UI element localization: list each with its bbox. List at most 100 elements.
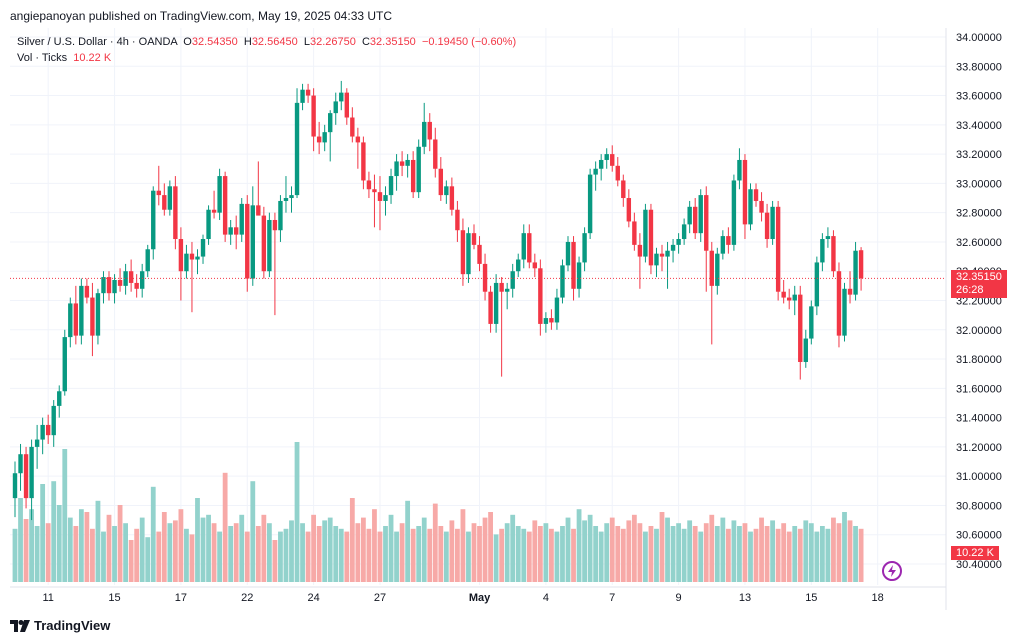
candle-body [62, 337, 67, 392]
volume-bar [427, 528, 433, 582]
candle-body [289, 195, 294, 199]
candle-body [195, 256, 200, 260]
candle-body [604, 154, 609, 160]
candle-body [538, 268, 543, 324]
candle-body [29, 446, 34, 499]
candle-body [350, 117, 355, 137]
candle-body [261, 215, 267, 272]
volume-bar [836, 523, 842, 582]
candle-body [388, 176, 394, 196]
volume-bar [112, 526, 117, 582]
last-price-tag: 32.35150 26:28 [951, 270, 1007, 298]
y-tick-label: 33.80000 [956, 61, 1002, 73]
candle-body [460, 230, 466, 275]
volume-bar [189, 534, 195, 582]
close-key: C [361, 36, 370, 48]
y-tick-label: 33.60000 [956, 91, 1002, 103]
candle-body [842, 288, 847, 336]
symbol-label[interactable]: Silver / U.S. Dollar · 4h · OANDA [17, 36, 178, 48]
last-price: 32.35150 [956, 271, 1002, 283]
candle-body [322, 132, 327, 143]
candle-body [377, 192, 383, 201]
volume-bar [40, 484, 46, 582]
volume-bar [560, 526, 565, 582]
flash-button[interactable] [882, 561, 902, 581]
volume-bar [781, 523, 787, 582]
candle-body [715, 253, 720, 286]
volume-bar [338, 528, 344, 582]
candle-body [814, 262, 820, 307]
volume-bar [587, 514, 593, 582]
candle-body [245, 203, 250, 279]
volume-bar [399, 523, 405, 582]
volume-bar [139, 517, 145, 582]
volume-bar [853, 526, 858, 582]
volume-bar [593, 526, 599, 582]
y-tick-label: 30.40000 [956, 559, 1002, 571]
volume-bar [648, 526, 654, 582]
candle-body [704, 195, 709, 251]
candle-body [709, 250, 714, 286]
volume-bar [764, 526, 770, 582]
volume-bar [51, 481, 57, 582]
x-tick-label: 13 [739, 592, 751, 604]
volume-bar [609, 517, 615, 582]
candle-body [615, 165, 620, 181]
volume-label[interactable]: Vol · Ticks [17, 52, 68, 64]
volume-bar [515, 526, 521, 582]
volume-bar [604, 523, 610, 582]
volume-bar [858, 528, 864, 582]
y-tick-label: 32.20000 [956, 296, 1002, 308]
x-tick-label: 11 [42, 592, 53, 604]
candle-body [471, 233, 477, 245]
candle-body [858, 250, 864, 279]
volume-bar [725, 528, 731, 582]
candle-body [687, 206, 692, 225]
x-tick-label: 17 [175, 592, 187, 604]
volume-bar [128, 540, 134, 582]
candle-body [770, 206, 775, 240]
candle-body [167, 186, 173, 210]
candle-body [45, 424, 51, 436]
volume-bar [615, 526, 621, 582]
candle-body [383, 195, 388, 201]
candle-body [803, 338, 808, 362]
candle-body [178, 239, 184, 272]
y-tick-label: 30.80000 [956, 500, 1002, 512]
volume-bar [150, 486, 156, 582]
candle-body [51, 405, 56, 436]
volume-value: 10.22 K [73, 52, 112, 64]
candle-body [637, 244, 643, 257]
candle-body [95, 293, 101, 336]
volume-bar [78, 509, 84, 582]
volume-bar [460, 509, 466, 582]
volume-bar [62, 449, 68, 582]
candle-body [217, 176, 222, 213]
candle-body [256, 205, 261, 216]
volume-bar [466, 531, 471, 582]
candle-body [355, 136, 361, 143]
volume-bar [311, 514, 317, 582]
volume-bar [709, 514, 715, 582]
candle-body [610, 154, 615, 166]
candle-body [211, 209, 217, 213]
candle-body [366, 180, 372, 190]
volume-bar [455, 528, 460, 582]
volume-bar [327, 517, 333, 582]
candle-body [394, 161, 399, 177]
volume-bar [289, 520, 294, 582]
volume-bar [283, 528, 289, 582]
volume-bar [90, 528, 95, 582]
candle-body [731, 180, 737, 245]
candle-body [40, 424, 45, 440]
volume-bar [797, 528, 803, 582]
volume-bar [322, 520, 328, 582]
x-tick-label: 7 [609, 592, 615, 604]
volume-bar [825, 528, 831, 582]
volume-bar [842, 512, 847, 582]
candle-body [720, 236, 726, 254]
tradingview-footer[interactable]: TradingView [10, 618, 110, 633]
volume-bar [753, 528, 759, 582]
candle-body [272, 219, 278, 231]
